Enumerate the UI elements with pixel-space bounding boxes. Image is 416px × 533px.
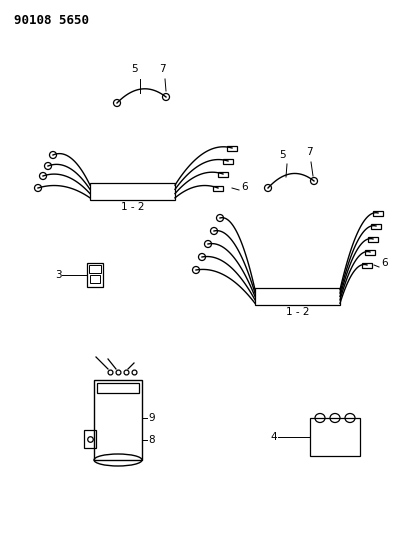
Text: 7: 7 [306,147,312,157]
Bar [227,146,237,150]
Text: 7: 7 [158,64,165,74]
Text: 1 - 2: 1 - 2 [121,202,144,212]
Bar [84,430,96,448]
Bar [310,418,360,456]
Bar [365,249,375,254]
Text: 6: 6 [381,258,388,268]
Bar [255,288,340,305]
Bar [373,211,383,215]
Text: 90108 5650: 90108 5650 [14,14,89,27]
Text: 4: 4 [270,432,277,442]
Bar [362,262,372,268]
Bar [368,237,378,241]
Bar [371,223,381,229]
Bar [94,380,142,460]
Text: 1 - 2: 1 - 2 [286,307,309,317]
Bar [89,265,101,273]
Bar [213,185,223,190]
Bar [90,275,100,283]
Bar [87,263,103,287]
Bar [97,383,139,393]
Bar [90,183,175,200]
Text: 5: 5 [279,150,285,160]
Text: 3: 3 [55,270,62,280]
Text: 5: 5 [132,64,138,74]
Text: 9: 9 [148,413,155,423]
Text: 8: 8 [148,435,155,445]
Text: 6: 6 [241,182,248,192]
Bar [223,158,233,164]
Bar [218,172,228,176]
